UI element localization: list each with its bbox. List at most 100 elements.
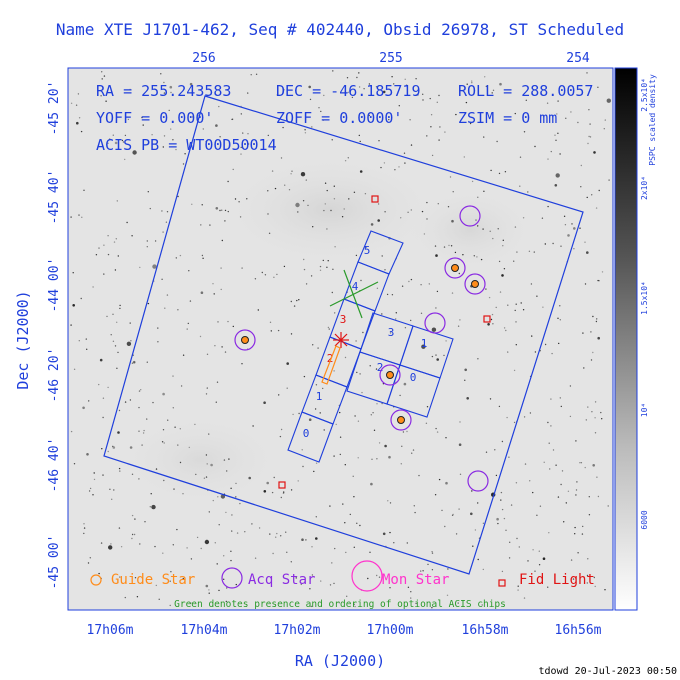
background-star	[415, 602, 417, 605]
background-star	[293, 305, 296, 307]
background-star	[240, 153, 242, 155]
background-star	[354, 415, 356, 417]
background-star	[261, 271, 263, 274]
chip-label-i2: 2	[377, 361, 384, 374]
background-star	[596, 476, 598, 478]
background-star	[120, 546, 123, 548]
background-star	[514, 112, 516, 115]
background-star	[188, 446, 190, 449]
background-star	[569, 385, 572, 387]
background-star	[100, 95, 102, 97]
background-star	[236, 532, 239, 534]
background-star	[559, 397, 561, 399]
background-star	[78, 117, 81, 119]
background-star	[361, 391, 363, 394]
chip-label-i1: 1	[421, 337, 428, 350]
background-star	[431, 327, 437, 332]
background-star	[555, 139, 557, 141]
background-star	[72, 304, 75, 307]
background-star	[520, 302, 522, 304]
background-star	[471, 490, 473, 492]
background-star	[360, 279, 362, 282]
background-star	[133, 533, 136, 536]
background-star	[398, 166, 400, 168]
optional-chip-markers	[329, 269, 379, 319]
param-zsim: ZSIM = 0 mm	[458, 109, 557, 127]
background-star	[597, 495, 600, 498]
background-star	[513, 260, 515, 262]
background-star	[589, 123, 591, 125]
background-star	[451, 219, 454, 223]
background-star	[224, 209, 227, 212]
background-star	[247, 92, 249, 94]
background-star	[116, 200, 119, 202]
background-star	[164, 307, 166, 309]
background-star	[190, 602, 192, 604]
fid-light-3	[278, 481, 286, 489]
background-star	[312, 226, 314, 228]
background-star	[129, 88, 131, 91]
background-star	[141, 116, 143, 119]
background-star	[502, 239, 504, 241]
background-star	[412, 449, 415, 451]
background-star	[567, 490, 570, 492]
background-star	[173, 488, 175, 490]
param-zoff: ZOFF = 0.0000'	[276, 109, 402, 127]
background-star	[161, 278, 163, 280]
background-star	[154, 240, 157, 242]
background-star	[425, 422, 428, 424]
background-star	[227, 210, 229, 213]
background-star	[513, 421, 516, 424]
background-star	[418, 474, 420, 477]
background-star	[547, 205, 549, 208]
legend-mon-icon	[351, 560, 383, 592]
background-star	[168, 109, 170, 112]
background-star	[548, 532, 550, 534]
background-star	[590, 359, 593, 361]
background-star	[303, 375, 306, 378]
background-star	[505, 329, 507, 332]
background-star	[406, 430, 408, 433]
background-star	[272, 552, 274, 555]
sky-nebulosity	[110, 150, 540, 510]
background-star	[86, 453, 89, 456]
bottom-tick-5: 16h56m	[555, 623, 602, 638]
background-star	[88, 490, 91, 492]
background-star	[534, 570, 536, 572]
background-star	[127, 118, 130, 121]
background-star	[206, 353, 209, 355]
background-star	[355, 254, 358, 257]
background-star	[319, 269, 322, 271]
background-star	[507, 304, 509, 306]
background-star	[426, 218, 428, 220]
background-star	[176, 528, 178, 531]
background-star	[273, 476, 275, 479]
background-star	[538, 550, 540, 552]
background-star	[106, 315, 108, 318]
background-star	[382, 532, 386, 536]
background-star	[332, 268, 334, 270]
background-star	[500, 491, 503, 494]
background-star	[377, 203, 380, 205]
background-star	[322, 119, 324, 121]
colorbar-gradient	[614, 67, 638, 611]
background-star	[509, 541, 511, 543]
background-star	[393, 542, 395, 544]
background-star	[119, 304, 121, 307]
background-star	[346, 595, 348, 597]
background-star	[139, 266, 141, 269]
background-star	[431, 569, 434, 571]
background-star	[588, 514, 591, 516]
background-star	[480, 258, 483, 261]
background-star	[435, 254, 438, 257]
background-star	[292, 413, 294, 416]
background-star	[430, 126, 432, 128]
background-star	[498, 172, 501, 175]
bottom-tick-3: 17h00m	[367, 623, 414, 638]
background-star	[384, 211, 386, 213]
background-star	[241, 267, 243, 269]
background-star	[431, 607, 433, 609]
background-star	[583, 367, 585, 369]
background-star	[161, 441, 164, 443]
background-star	[347, 157, 349, 159]
